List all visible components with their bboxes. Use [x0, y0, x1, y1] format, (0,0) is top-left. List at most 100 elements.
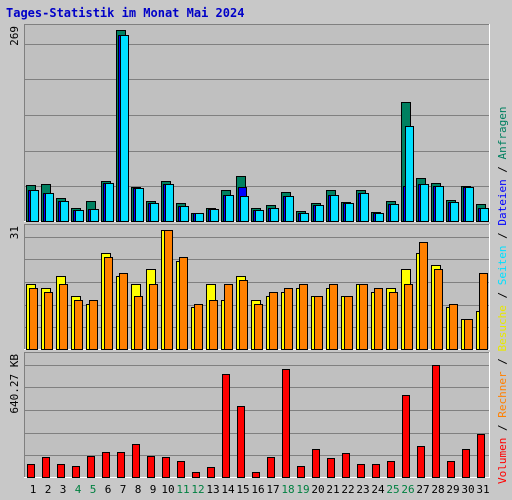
day-tick-label: 11: [176, 483, 189, 496]
bar-volumen: [87, 456, 95, 478]
bar-rechner: [74, 300, 83, 350]
bar-rechner: [434, 269, 443, 350]
bar-volumen: [177, 461, 185, 478]
bar-seiten: [105, 183, 114, 222]
legend-volumen: Volumen: [496, 437, 509, 484]
bar-seiten: [120, 35, 129, 222]
legend-separator: /: [496, 351, 509, 372]
bar-rechner: [404, 284, 413, 350]
bar-volumen: [102, 452, 110, 478]
bar-volumen: [462, 449, 470, 478]
bar-volumen: [327, 458, 335, 478]
bar-rechner: [419, 242, 428, 350]
bar-seiten: [330, 195, 339, 222]
bar-volumen: [72, 466, 80, 478]
axis-max-label: 640.27 KB: [8, 354, 21, 414]
bar-volumen: [402, 395, 410, 478]
bar-seiten: [420, 184, 429, 222]
day-tick-label: 8: [135, 483, 142, 496]
bar-volumen: [27, 464, 35, 478]
bar-seiten: [180, 206, 189, 222]
bar-volumen: [132, 444, 140, 478]
bar-rechner: [464, 319, 473, 350]
bar-volumen: [357, 464, 365, 478]
axis-max-label: 31: [8, 226, 21, 239]
bar-rechner: [479, 273, 488, 350]
bar-rechner: [134, 296, 143, 350]
bar-rechner: [314, 296, 323, 350]
bar-seiten: [465, 187, 474, 222]
bar-seiten: [300, 213, 309, 222]
bar-volumen: [57, 464, 65, 478]
bar-rechner: [44, 292, 53, 350]
bar-volumen: [372, 464, 380, 478]
bar-volumen: [207, 467, 215, 478]
bar-volumen: [252, 472, 260, 478]
bar-rechner: [269, 292, 278, 350]
bar-seiten: [135, 188, 144, 222]
bar-seiten: [390, 204, 399, 222]
bar-seiten: [375, 213, 384, 222]
day-tick-label: 19: [296, 483, 309, 496]
series-legend: Volumen / Rechner / Besuche / Seiten / D…: [493, 106, 511, 484]
day-tick-label: 16: [251, 483, 264, 496]
bar-volumen: [447, 461, 455, 478]
bar-seiten: [405, 126, 414, 222]
bar-volumen: [162, 457, 170, 478]
bar-seiten: [225, 195, 234, 222]
day-tick-label: 31: [476, 483, 489, 496]
bar-rechner: [119, 273, 128, 350]
day-tick-label: 7: [120, 483, 127, 496]
bar-rechner: [449, 304, 458, 350]
day-tick-label: 21: [326, 483, 339, 496]
bar-rechner: [344, 296, 353, 350]
day-tick-label: 23: [356, 483, 369, 496]
bar-volumen: [387, 461, 395, 478]
bar-seiten: [165, 184, 174, 222]
day-tick-label: 2: [45, 483, 52, 496]
bar-seiten: [480, 208, 489, 222]
bar-rechner: [299, 284, 308, 350]
bar-volumen: [282, 369, 290, 478]
bar-rechner: [209, 300, 218, 350]
day-tick-label: 28: [431, 483, 444, 496]
bar-rechner: [104, 257, 113, 350]
day-tick-label: 22: [341, 483, 354, 496]
bar-rechner: [149, 284, 158, 350]
bar-rechner: [164, 230, 173, 350]
bar-volumen: [417, 446, 425, 478]
legend-besuche: Besuche: [496, 305, 509, 352]
day-tick-label: 26: [401, 483, 414, 496]
bar-rechner: [29, 288, 38, 350]
bar-seiten: [30, 190, 39, 222]
bar-seiten: [150, 203, 159, 222]
bar-rechner: [239, 280, 248, 350]
bar-seiten: [210, 209, 219, 222]
legend-separator: /: [496, 225, 509, 246]
legend-separator: /: [496, 285, 509, 306]
day-tick-label: 12: [191, 483, 204, 496]
day-tick-label: 20: [311, 483, 324, 496]
day-tick-label: 4: [75, 483, 82, 496]
bar-volumen: [342, 453, 350, 478]
legend-seiten: Seiten: [496, 245, 509, 286]
bar-seiten: [285, 196, 294, 222]
bar-rechner: [389, 292, 398, 350]
bar-seiten: [75, 210, 84, 222]
bar-rechner: [179, 257, 188, 350]
bar-seiten: [435, 186, 444, 222]
bar-volumen: [477, 434, 485, 478]
day-tick-label: 17: [266, 483, 279, 496]
legend-dateien: Dateien: [496, 179, 509, 226]
bar-volumen: [147, 456, 155, 478]
bar-volumen: [297, 466, 305, 478]
axis-max-label: 269: [8, 26, 21, 46]
bar-seiten: [450, 202, 459, 222]
day-tick-label: 13: [206, 483, 219, 496]
bar-seiten: [60, 201, 69, 222]
bar-seiten: [195, 213, 204, 222]
bar-volumen: [42, 457, 50, 478]
day-tick-label: 30: [461, 483, 474, 496]
bar-rechner: [374, 288, 383, 350]
bar-volumen: [267, 457, 275, 478]
